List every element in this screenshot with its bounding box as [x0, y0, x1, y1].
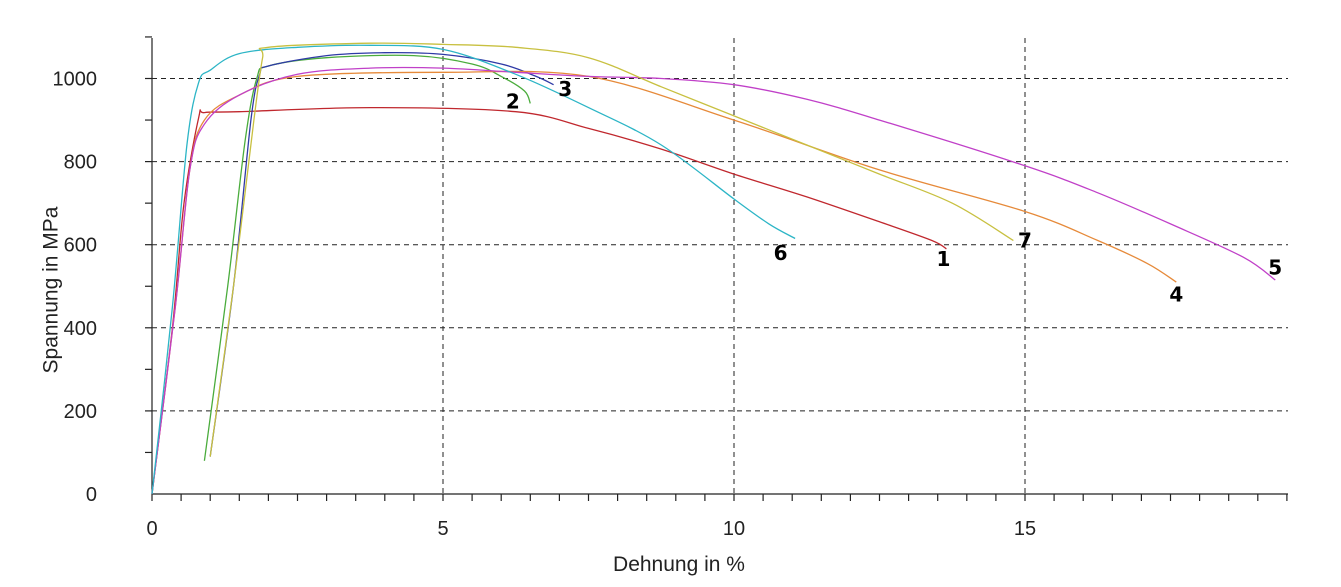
y-tick-label: 200 [64, 401, 97, 423]
y-tick-label: 0 [86, 484, 97, 506]
series-line-5 [151, 66, 1276, 495]
series-line-2 [203, 54, 531, 461]
y-tick-label: 800 [64, 152, 97, 174]
curve-label-2: 2 [506, 89, 520, 113]
curve-label-4: 4 [1169, 283, 1183, 307]
grid-layer [152, 38, 1288, 494]
y-tick-label: 600 [64, 235, 97, 257]
series-line-1 [151, 106, 947, 495]
x-tick-label: 0 [146, 518, 157, 540]
y-tick-label: 1000 [53, 69, 98, 91]
y-tick-label: 400 [64, 318, 97, 340]
curve-label-layer: 1 2 3 4 5 6 7 [506, 77, 1282, 307]
series-line-4 [151, 70, 1177, 495]
series-layer [151, 42, 1276, 495]
y-axis-title: Spannung in MPa [40, 206, 63, 373]
curve-label-7: 7 [1018, 229, 1032, 253]
curve-label-5: 5 [1268, 256, 1282, 280]
x-tick-label: 5 [437, 518, 448, 540]
x-axis-title: Dehnung in % [613, 553, 745, 576]
series-line-3 [209, 51, 554, 457]
curve-label-6: 6 [774, 241, 788, 265]
series-line-7 [209, 42, 1014, 457]
curve-label-3: 3 [558, 77, 572, 101]
x-tick-label: 15 [1014, 518, 1036, 540]
series-line-6 [151, 44, 796, 495]
x-tick-label: 10 [723, 518, 745, 540]
curve-label-1: 1 [937, 247, 951, 271]
